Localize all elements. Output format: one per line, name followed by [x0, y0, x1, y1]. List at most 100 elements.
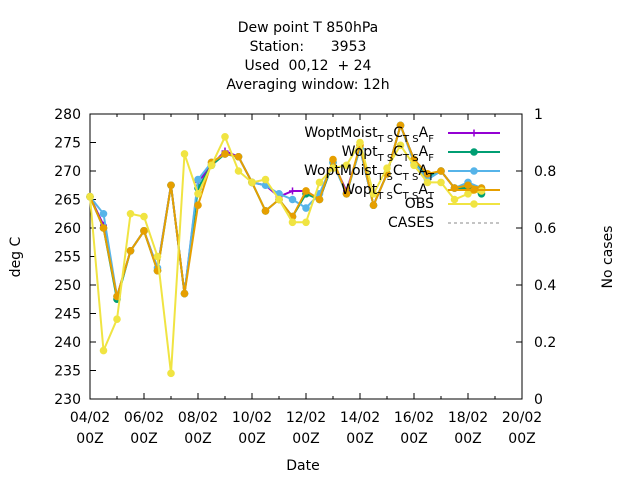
data-point [470, 167, 478, 175]
y-tick-label: 240 [54, 335, 81, 351]
data-point [167, 369, 175, 378]
legend-label-part: T [427, 172, 435, 183]
data-point [315, 178, 324, 187]
data-point [410, 161, 418, 170]
data-point [261, 175, 270, 184]
y2-tick-label: 0.6 [534, 221, 556, 237]
title-line: Dew point T 850hPa [238, 20, 378, 36]
data-point [423, 170, 432, 178]
x-tick-label: 00Z [346, 431, 373, 447]
x-tick-label: 00Z [130, 431, 157, 447]
legend-label: WoptT SCT SAT [341, 182, 435, 202]
legend-label-part: Wopt [342, 144, 378, 160]
chart-title: Dew point T 850hPa Station: 3953 Used 00… [226, 20, 389, 93]
x-axis-label: Date [286, 458, 319, 474]
legend-label-part: A [418, 182, 428, 198]
x-tick-label: 14/02 [340, 410, 380, 426]
axes: 230 235 240 245 250 255 260 265 270 275 280 0 0.2 0.4… [54, 107, 556, 447]
legend-label-part: C [393, 182, 403, 198]
y2-axis-label: No cases [600, 226, 616, 289]
data-point [221, 150, 229, 158]
data-point [470, 200, 478, 208]
y-tick-label: 275 [54, 136, 81, 152]
data-point [180, 150, 189, 158]
data-point [302, 187, 310, 195]
data-point [99, 224, 108, 232]
data-point [369, 190, 378, 198]
data-point [194, 201, 202, 209]
legend-label: OBS [405, 196, 434, 212]
legend-label-part: T S [402, 134, 419, 145]
y-tick-label: 230 [54, 392, 81, 408]
x-tick-label: 08/02 [178, 410, 218, 426]
legend-label: WoptMoistT SCT SAF [304, 125, 434, 145]
data-point [234, 152, 243, 161]
x-tick-label: 04/02 [70, 410, 110, 426]
data-point [470, 186, 478, 194]
y-tick-label: 255 [54, 250, 81, 266]
y-tick-label: 260 [54, 221, 81, 237]
legend-label-part: C [393, 144, 403, 160]
data-point [423, 178, 432, 187]
legend-label-part: F [428, 134, 434, 145]
data-point [396, 141, 405, 150]
data-point [207, 161, 216, 170]
x-tick-label: 00Z [454, 431, 481, 447]
data-point [288, 218, 297, 227]
x-tick-label: 18/02 [448, 410, 488, 426]
data-point [126, 209, 135, 218]
data-point [329, 155, 337, 164]
x-tick-label: 16/02 [394, 410, 434, 426]
data-point [342, 190, 351, 198]
legend-label-part: T S [402, 191, 419, 202]
y-tick-label: 280 [54, 107, 81, 123]
data-point [234, 167, 243, 175]
legend-label-part: T S [402, 172, 419, 183]
x-tick-label: 06/02 [124, 410, 164, 426]
data-point [315, 195, 324, 204]
legend-label-part: A [418, 163, 428, 179]
data-point [248, 178, 256, 187]
data-point [194, 190, 202, 198]
data-point [99, 209, 108, 218]
data-point [470, 148, 478, 156]
y2-tick-label: 1 [534, 107, 543, 123]
data-point [356, 138, 364, 147]
y-tick-label: 250 [54, 278, 81, 294]
legend-label-part: Wopt [341, 182, 377, 198]
data-point [167, 181, 175, 190]
legend-label-part: T S [377, 134, 394, 145]
data-point [383, 164, 391, 172]
x-tick-label: 10/02 [232, 410, 272, 426]
series-layer [86, 121, 486, 378]
data-point [437, 178, 445, 187]
legend-label-part: F [428, 153, 434, 164]
y2-tick-label: 0.8 [534, 164, 556, 180]
data-point [464, 181, 472, 190]
data-point [86, 192, 94, 201]
legend-label: WoptT SCT SAF [342, 144, 435, 164]
series-4 [86, 133, 486, 378]
data-point [221, 133, 229, 141]
legend-label-part: A [419, 144, 429, 160]
title-line: Used 00,12 + 24 [245, 58, 372, 74]
data-point [437, 167, 445, 175]
legend-label-part: WoptMoist [304, 125, 378, 141]
legend-label-part: T S [376, 172, 393, 183]
data-point [126, 247, 135, 255]
y-tick-label: 235 [54, 364, 81, 380]
x-tick-label: 00Z [76, 431, 103, 447]
legend-label-part: A [419, 125, 429, 141]
data-point [369, 201, 378, 209]
data-point [153, 252, 162, 261]
legend-label: CASES [388, 215, 434, 231]
data-point [302, 218, 310, 227]
title-line: Averaging window: 12h [226, 77, 389, 93]
data-point [329, 164, 337, 172]
legend-label-part: T S [376, 191, 393, 202]
data-point [140, 212, 148, 221]
y2-tick-label: 0.4 [534, 278, 556, 294]
